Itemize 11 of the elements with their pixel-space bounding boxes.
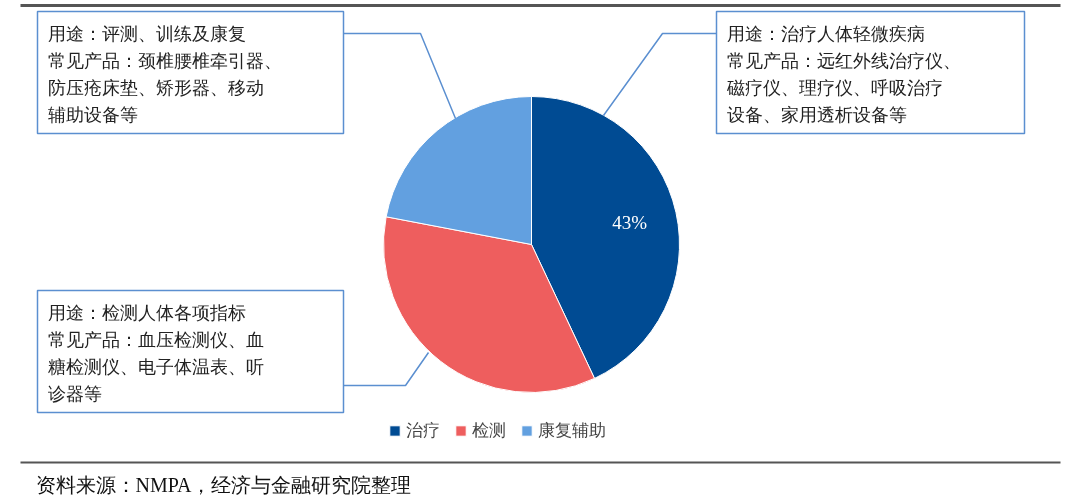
text: 用途：检测人体各项指标 — [47, 302, 246, 323]
text: 用途：治疗人体轻微疾病 — [726, 23, 925, 44]
text: 常见产品：颈椎腰椎牵引器、防压疮床垫、矫形器、移动辅助设备等 — [47, 50, 282, 125]
legend-label: 治疗 — [406, 419, 440, 442]
data-label: 43% — [612, 212, 648, 234]
legend-label: 检测 — [472, 419, 506, 442]
text: 用途：评测、训练及康复 — [47, 23, 246, 44]
text: 常见产品：血压检测仪、血糖检测仪、电子体温表、听诊器等 — [47, 329, 264, 404]
legend-label: 康复辅助 — [538, 419, 606, 442]
text: 常见产品：远红外线治疗仪、磁疗仪、理疗仪、呼吸治疗设备、家用透析设备等 — [725, 50, 961, 125]
text: 资料来源：NMPA，经济与金融研究院整理 — [35, 473, 412, 496]
